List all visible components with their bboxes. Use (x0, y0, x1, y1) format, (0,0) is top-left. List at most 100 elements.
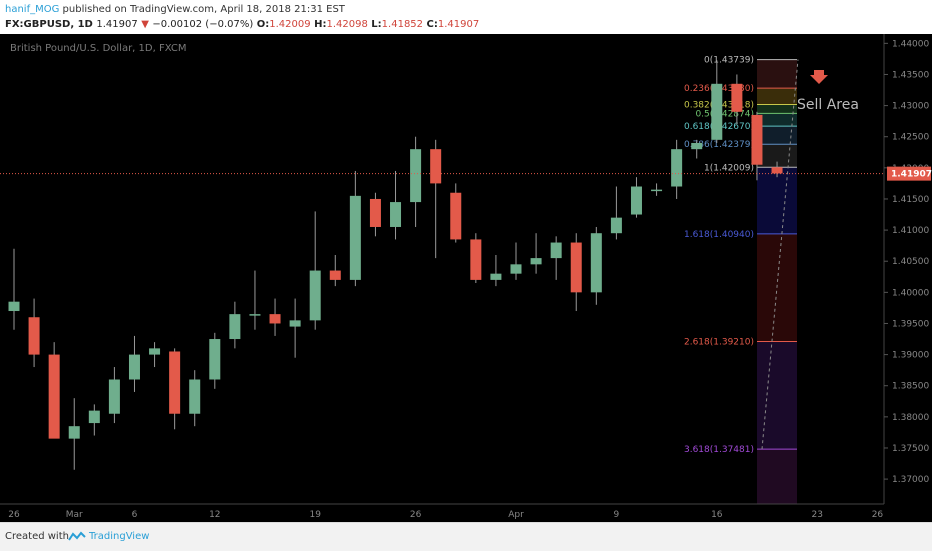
fib-zone (757, 167, 797, 234)
fib-level-label: 3.618(1.37481) (684, 445, 754, 455)
candle-body (671, 149, 683, 187)
published-text: published on TradingView.com, April 18, … (62, 4, 345, 15)
fib-zone (757, 104, 797, 114)
price-tick-label: 1.39500 (892, 319, 929, 329)
fib-level-label: 1(1.42009) (704, 163, 754, 173)
tradingview-brand[interactable]: TradingView (89, 531, 150, 542)
publish-line: hanif_MOG published on TradingView.com, … (5, 4, 345, 15)
change-down-icon: ▼ (141, 19, 149, 30)
time-tick-label: 26 (872, 510, 884, 520)
price-tick-label: 1.44000 (892, 39, 929, 49)
fib-zone (757, 59, 797, 89)
fib-zone (757, 449, 797, 504)
candle-body (169, 351, 181, 414)
candle-body (189, 379, 201, 414)
open-label: O: (256, 19, 270, 30)
candle-body (570, 242, 582, 293)
time-tick-label: 19 (309, 510, 321, 520)
time-axis[interactable]: 26 Mar 6 12 19 26 Apr 9 16 23 26 (0, 503, 884, 520)
price-tick-label: 1.39000 (892, 351, 929, 361)
time-tick-label: 26 (410, 510, 422, 520)
candle-body (510, 264, 522, 274)
fib-level-label: 1.618(1.40940) (684, 230, 754, 240)
time-tick-label: 23 (811, 510, 822, 520)
candle-body (149, 348, 161, 355)
candle-body (711, 83, 723, 140)
fib-zone (757, 88, 797, 105)
candle-body (691, 142, 703, 150)
price-tick-label: 1.38000 (892, 413, 929, 423)
price-axis[interactable]: 1.37000 1.37500 1.38000 1.38500 1.39000 1.395… (883, 34, 932, 522)
open-value: 1.42009 (269, 19, 311, 30)
last-price: 1.41907 (96, 19, 138, 30)
time-tick-label: Apr (508, 510, 524, 520)
candle-body (751, 114, 763, 165)
candle-body (8, 301, 20, 312)
fib-level-label: 0.786(1.42379) (684, 140, 754, 150)
candle-body (450, 192, 462, 240)
fib-zone (757, 113, 797, 127)
tradingview-logo-icon[interactable] (68, 531, 86, 543)
time-tick-label: 9 (614, 510, 620, 520)
price-tick-label: 1.43000 (892, 102, 929, 112)
author-link[interactable]: hanif_MOG (5, 4, 60, 15)
fib-trend-line (761, 59, 799, 450)
price-axis-bg (884, 34, 932, 522)
fib-level-label: 0(1.43739) (704, 56, 754, 66)
candle-body (209, 339, 221, 380)
candle-bodies (8, 83, 783, 439)
time-tick-label: 26 (8, 510, 20, 520)
candle-body (490, 273, 502, 280)
ohlc-line: FX:GBPUSD, 1D 1.41907 ▼ −0.00102 (−0.07%… (5, 19, 479, 30)
price-tick-label: 1.41500 (892, 195, 929, 205)
fibonacci-retracement[interactable]: 0(1.43739)0.236(1.43280)0.382(1.43018)0.… (684, 56, 799, 504)
candle-body (28, 317, 40, 355)
candle-body (249, 314, 261, 316)
candlestick-chart[interactable]: 0(1.43739)0.236(1.43280)0.382(1.43018)0.… (0, 34, 932, 522)
fib-level-label: 0.5(1.42874) (695, 109, 754, 119)
fib-level-label: 2.618(1.39210) (684, 338, 754, 348)
price-tick-label: 1.37000 (892, 475, 929, 485)
candle-body (349, 195, 361, 280)
time-tick-label: 12 (209, 510, 220, 520)
close-label: C: (426, 19, 438, 30)
close-value: 1.41907 (437, 19, 480, 30)
price-tick-label: 1.41000 (892, 226, 929, 236)
price-tick-label: 1.38500 (892, 382, 929, 392)
fib-zone (757, 341, 797, 450)
chart-header: hanif_MOG published on TradingView.com, … (0, 0, 932, 34)
candle-body (88, 410, 100, 424)
last-price-tag-label: 1.41907 (891, 170, 932, 180)
price-change: −0.00102 (−0.07%) (152, 19, 254, 30)
candle-body (229, 314, 241, 340)
candle-body (108, 379, 120, 414)
chart-title: British Pound/U.S. Dollar, 1D, FXCM (10, 43, 186, 54)
low-value: 1.41852 (381, 19, 424, 30)
candle-body (610, 217, 622, 234)
last-price-tag (887, 166, 931, 181)
high-value: 1.42098 (326, 19, 368, 30)
price-tick-label: 1.40000 (892, 288, 929, 298)
time-tick-label: 16 (711, 510, 723, 520)
sell-area-label: Sell Area (797, 97, 859, 113)
candle-body (369, 198, 381, 227)
candle-body (651, 189, 663, 192)
candle-body (430, 149, 442, 184)
candle-body (48, 354, 60, 439)
candle-body (590, 233, 602, 293)
fib-zone (757, 144, 797, 168)
candle-body (470, 239, 482, 280)
candle-body (410, 149, 422, 203)
candle-body (530, 258, 542, 265)
price-tick-label: 1.40500 (892, 257, 929, 267)
price-tick-label: 1.42500 (892, 133, 929, 143)
candle-wicks (13, 60, 778, 470)
footer: Created with TradingView (0, 522, 932, 551)
candle-body (771, 167, 783, 174)
candle-body (329, 270, 341, 280)
chart-area[interactable]: 0(1.43739)0.236(1.43280)0.382(1.43018)0.… (0, 34, 932, 522)
candle-body (68, 426, 80, 439)
candle-body (309, 270, 321, 321)
price-tick-label: 1.43500 (892, 70, 929, 80)
candle-body (289, 320, 301, 327)
